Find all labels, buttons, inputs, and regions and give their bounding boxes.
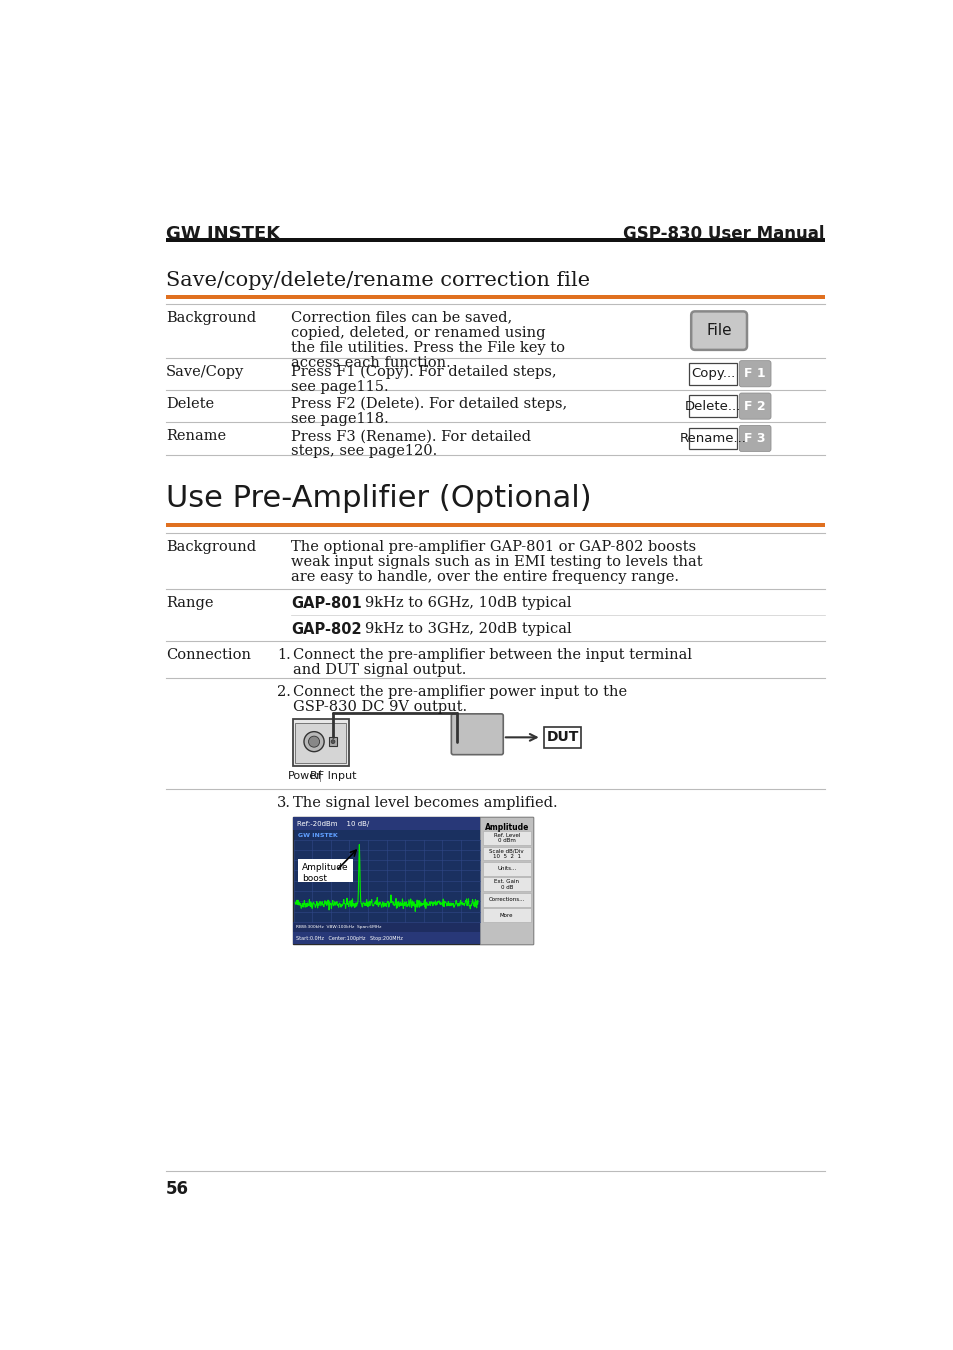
Text: File: File [705,323,731,338]
FancyBboxPatch shape [691,312,746,350]
Text: Press F1 (Copy). For detailed steps,: Press F1 (Copy). For detailed steps, [291,364,557,379]
FancyBboxPatch shape [739,360,770,387]
Text: GAP-802: GAP-802 [291,622,361,637]
Text: see page115.: see page115. [291,379,389,394]
Text: Delete...: Delete... [684,400,740,413]
Text: Correction files can be saved,: Correction files can be saved, [291,310,512,324]
Bar [298,860,353,883]
Text: Background: Background [166,310,255,324]
Circle shape [304,732,324,752]
Bar [688,363,736,385]
Bar [480,817,533,944]
Text: Ref. Level
0 dBm: Ref. Level 0 dBm [493,833,519,844]
Bar [688,396,736,417]
Bar [166,522,823,526]
Bar [482,832,530,845]
FancyBboxPatch shape [739,393,770,420]
Text: access each function.: access each function. [291,355,451,370]
Bar [166,294,823,300]
Text: RBW:300kHz  VBW:100kHz  Span:6MHz: RBW:300kHz VBW:100kHz Span:6MHz [295,925,381,929]
Text: copied, deleted, or renamed using: copied, deleted, or renamed using [291,325,545,340]
Bar [293,720,348,765]
Text: 3.: 3. [277,795,291,810]
Text: 56: 56 [166,1180,189,1197]
Text: DUT: DUT [546,730,578,744]
Text: GAP-801: GAP-801 [291,595,362,610]
Bar [293,931,480,944]
Text: the file utilities. Press the File key to: the file utilities. Press the File key t… [291,340,565,355]
Text: and DUT signal output.: and DUT signal output. [293,663,466,676]
Text: Ref:-20dBm    10 dB/: Ref:-20dBm 10 dB/ [296,821,369,826]
Bar [293,817,533,944]
Text: Ext. Gain
0 dB: Ext. Gain 0 dB [494,879,518,890]
Bar [482,846,530,860]
Bar [166,238,823,242]
Text: Amplitude: Amplitude [484,822,528,832]
Text: Power: Power [288,771,322,782]
Text: Save/copy/delete/rename correction file: Save/copy/delete/rename correction file [166,271,589,290]
Bar [293,922,480,931]
Text: weak input signals such as in EMI testing to levels that: weak input signals such as in EMI testin… [291,555,702,570]
Text: Save/Copy: Save/Copy [166,364,244,378]
Text: Press F2 (Delete). For detailed steps,: Press F2 (Delete). For detailed steps, [291,397,567,412]
Bar [543,726,580,748]
Text: Start:0.0Hz   Center:100pHz   Stop:200MHz: Start:0.0Hz Center:100pHz Stop:200MHz [295,936,402,941]
Text: Rename...: Rename... [679,432,745,446]
Text: are easy to handle, over the entire frequency range.: are easy to handle, over the entire freq… [291,570,679,585]
Bar [482,909,530,922]
Text: GW INSTEK: GW INSTEK [166,225,279,243]
Text: Range: Range [166,595,213,609]
Text: Connection: Connection [166,648,251,662]
Text: Delete: Delete [166,397,213,410]
Text: Corrections...: Corrections... [488,898,524,902]
Bar [329,737,336,747]
Text: Background: Background [166,540,255,553]
Circle shape [308,736,319,747]
Text: Connect the pre-amplifier between the input terminal: Connect the pre-amplifier between the in… [293,648,691,662]
Text: GW INSTEK: GW INSTEK [297,833,337,838]
Text: Scale dB/Div
10  5  2  1: Scale dB/Div 10 5 2 1 [489,848,523,859]
Text: Amplitude
boost: Amplitude boost [302,863,349,883]
Text: 9kHz to 6GHz, 10dB typical: 9kHz to 6GHz, 10dB typical [365,595,571,609]
Text: More: More [499,913,513,918]
Text: GSP-830 DC 9V output.: GSP-830 DC 9V output. [293,699,466,714]
FancyBboxPatch shape [739,425,770,451]
Text: The signal level becomes amplified.: The signal level becomes amplified. [293,795,557,810]
Text: 9kHz to 3GHz, 20dB typical: 9kHz to 3GHz, 20dB typical [365,622,571,636]
Text: steps, see page120.: steps, see page120. [291,444,437,458]
Text: The optional pre-amplifier GAP-801 or GAP-802 boosts: The optional pre-amplifier GAP-801 or GA… [291,540,696,553]
Text: Units...: Units... [497,867,516,871]
Text: Copy...: Copy... [690,367,734,381]
Text: 2.: 2. [277,684,291,699]
Text: see page118.: see page118. [291,412,389,425]
Text: F 2: F 2 [743,400,765,413]
Bar [482,861,530,876]
Text: 1.: 1. [277,648,291,662]
Bar [688,428,736,450]
Text: F 3: F 3 [743,432,765,446]
Bar [293,817,480,830]
Text: F 1: F 1 [743,367,765,381]
Bar [482,892,530,907]
Text: GSP-830 User Manual: GSP-830 User Manual [622,225,823,243]
Bar [294,722,346,763]
Text: Rename: Rename [166,429,226,443]
Text: Press F3 (Rename). For detailed: Press F3 (Rename). For detailed [291,429,531,443]
Circle shape [331,740,335,744]
Bar [482,878,530,891]
Text: Use Pre-Amplifier (Optional): Use Pre-Amplifier (Optional) [166,483,591,513]
Text: Connect the pre-amplifier power input to the: Connect the pre-amplifier power input to… [293,684,626,699]
Text: RF Input: RF Input [310,771,355,782]
FancyBboxPatch shape [451,714,503,755]
